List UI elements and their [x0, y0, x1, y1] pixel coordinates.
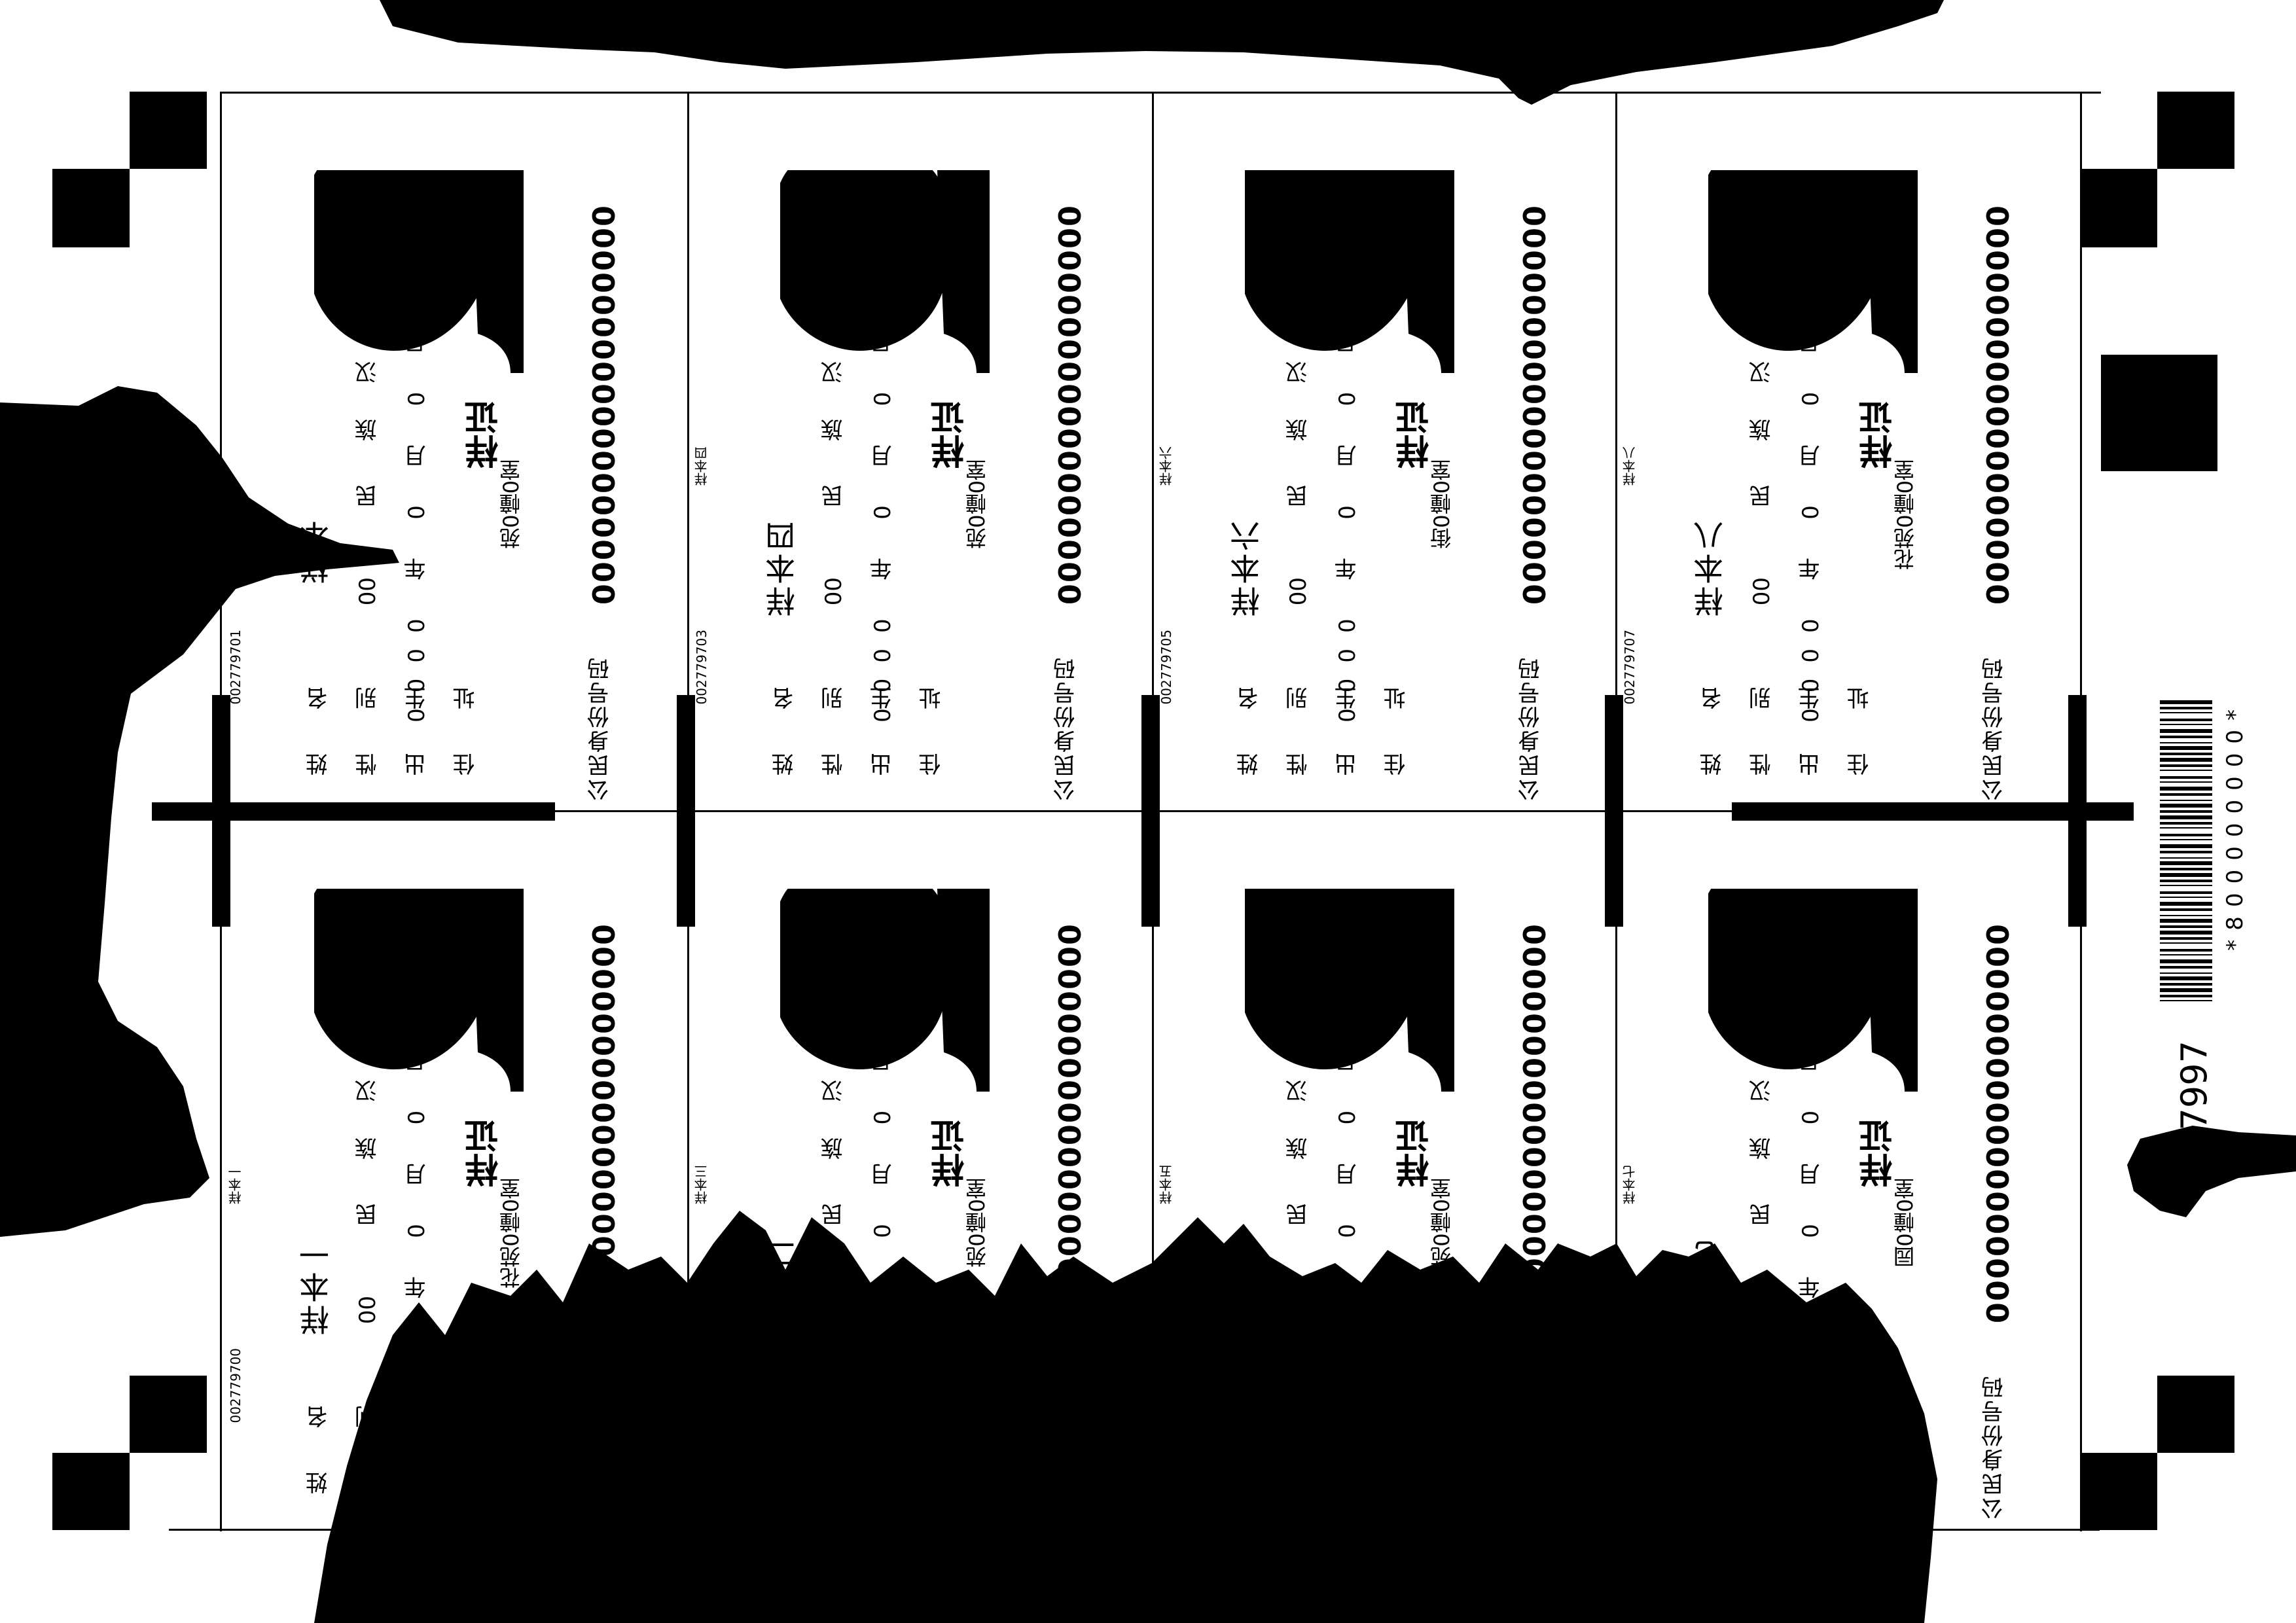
registration-mark: [52, 169, 130, 247]
id-card-sample: 000000000000000000 公民身份号码 姓 名 样本 性 别 00 …: [223, 93, 691, 812]
cut-bar: [1605, 695, 1623, 927]
cut-bar: [677, 695, 695, 927]
crop-crosshair: [1732, 802, 2134, 821]
registration-mark: [2080, 169, 2157, 247]
id-card-sample: 000000000000000000 公民身份号码 姓 名 样本四 性 别 00…: [689, 93, 1157, 812]
portrait-photo: [314, 170, 524, 373]
id-card-sample: 000000000000000000 公民身份号码 姓 名 样本一 性 别 00…: [223, 812, 691, 1530]
id-card-sample: 000000000000000000 公民身份号码 姓 名 样本六 性 别 00…: [1153, 93, 1622, 812]
portrait-photo: [1245, 889, 1454, 1092]
portrait-photo: [1708, 889, 1918, 1092]
portrait-photo: [1245, 170, 1454, 373]
portrait-photo: [780, 889, 990, 1092]
registration-mark: [2157, 92, 2234, 169]
registration-mark: [2157, 1376, 2234, 1453]
registration-mark: [2101, 355, 2217, 471]
registration-mark: [2080, 1453, 2157, 1530]
frame-line: [220, 92, 2101, 94]
crop-crosshair: [2068, 695, 2087, 927]
id-card-sample: 000000000000000000 公民身份号码 姓 名 样本八 性 别 00…: [1617, 93, 2085, 812]
cut-bar: [1141, 695, 1160, 927]
barcode: [2160, 700, 2212, 1001]
registration-mark: [130, 1376, 207, 1453]
id-card-sample: 000000000000000000 公民身份号码 姓 名 样本七 性 别 00…: [1617, 812, 2085, 1530]
portrait-photo: [780, 170, 990, 373]
portrait-photo: [314, 889, 524, 1092]
portrait-photo: [1708, 170, 1918, 373]
id-card-sample: 000000000000000000 公民身份号码 姓 名 样本五 性 别 00…: [1153, 812, 1622, 1530]
crop-crosshair: [212, 695, 230, 927]
registration-mark: [52, 1453, 130, 1530]
id-card-sample: 000000000000000000 公民身份号码 姓 名 样本二 性 别 00…: [689, 812, 1157, 1530]
registration-mark: [130, 92, 207, 169]
